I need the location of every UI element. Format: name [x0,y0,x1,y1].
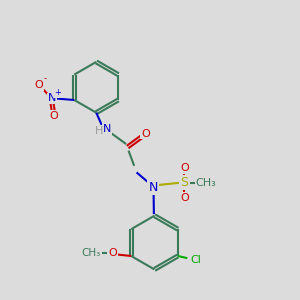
Text: CH₃: CH₃ [82,248,101,258]
Text: O: O [108,248,117,258]
Text: O: O [34,80,43,90]
Text: O: O [180,193,189,203]
Text: CH₃: CH₃ [196,178,216,188]
Text: N: N [48,94,56,103]
Text: O: O [180,163,189,173]
Text: N: N [103,124,111,134]
Text: H: H [94,126,103,136]
Text: O: O [141,129,150,139]
Text: O: O [49,111,58,121]
Text: +: + [54,88,61,97]
Text: Cl: Cl [190,256,201,266]
Text: N: N [148,181,158,194]
Text: -: - [44,74,46,83]
Text: S: S [180,176,188,189]
